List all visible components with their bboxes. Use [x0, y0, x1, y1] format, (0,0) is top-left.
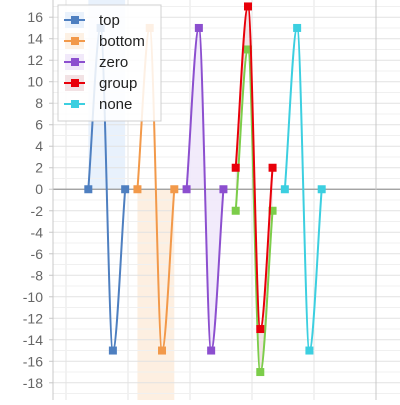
y-tick-label: 16: [27, 9, 43, 25]
data-point-bottom: [133, 185, 142, 194]
y-tick-label: -8: [31, 267, 44, 283]
data-point-group-lower: [231, 206, 240, 215]
data-point-group-lower: [268, 206, 277, 215]
y-tick-label: -2: [31, 203, 44, 219]
legend-label-bottom: bottom: [99, 33, 145, 50]
data-point-group: [231, 163, 240, 172]
y-tick-label: 2: [35, 160, 43, 176]
legend-marker-bottom: [71, 37, 79, 45]
y-tick-label: -16: [23, 353, 43, 369]
y-tick-label: -6: [31, 246, 44, 262]
data-point-bottom: [158, 346, 167, 355]
data-point-zero: [182, 185, 191, 194]
y-tick-label: -12: [23, 310, 43, 326]
series-line-zero: [185, 26, 225, 352]
y-tick-label: -4: [31, 224, 44, 240]
legend-marker-group: [71, 79, 79, 87]
data-point-none: [317, 185, 326, 194]
series-line-group-lower: [234, 48, 274, 374]
data-point-zero: [219, 185, 228, 194]
y-tick-label: -10: [23, 289, 43, 305]
y-tick-label: 0: [35, 181, 43, 197]
data-point-zero: [194, 23, 203, 32]
data-point-bottom: [170, 185, 179, 194]
y-tick-label: 12: [27, 52, 43, 68]
data-point-group: [243, 2, 252, 11]
data-point-group: [256, 325, 265, 334]
y-tick-label: -18: [23, 375, 43, 391]
legend-label-none: none: [99, 96, 132, 113]
y-axis-ticks: 16 14 12 10 8 6 4 2 0 -2 -4 -6 -8 -10 -12 -14 -16 -18: [23, 9, 53, 391]
series-line-none: [283, 26, 323, 352]
legend-marker-zero: [71, 58, 79, 66]
data-point-top: [121, 185, 130, 194]
data-point-group: [268, 163, 277, 172]
legend-label-zero: zero: [99, 54, 128, 71]
series-line-group: [234, 5, 274, 331]
data-point-top: [84, 185, 93, 194]
legend: top bottom zero group none: [57, 4, 162, 122]
legend-marker-none: [71, 100, 79, 108]
legend-label-top: top: [99, 12, 120, 29]
y-tick-label: 8: [35, 95, 43, 111]
data-point-group-lower: [256, 368, 265, 377]
y-tick-label: -14: [23, 332, 43, 348]
data-point-group-lower: [243, 45, 252, 54]
data-point-top: [108, 346, 117, 355]
data-point-none: [293, 23, 302, 32]
data-point-zero: [207, 346, 216, 355]
y-tick-label: 14: [27, 31, 43, 47]
data-point-none: [305, 346, 314, 355]
y-tick-label: 10: [27, 74, 43, 90]
legend-label-group: group: [99, 75, 137, 92]
y-tick-label: 6: [35, 117, 43, 133]
data-point-none: [280, 185, 289, 194]
y-tick-label: 4: [35, 138, 43, 154]
legend-marker-top: [71, 16, 79, 24]
